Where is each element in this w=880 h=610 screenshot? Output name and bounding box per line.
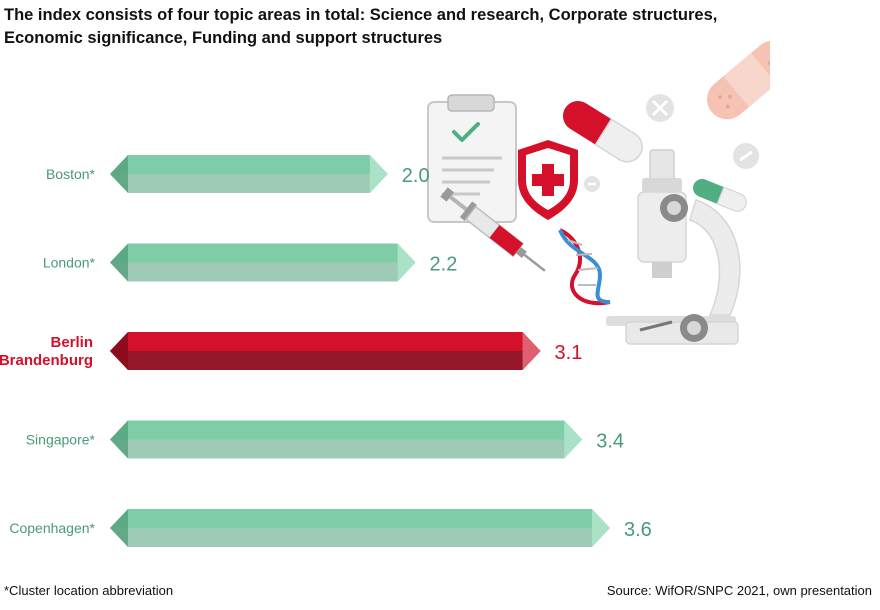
plus-circle-icon [646, 94, 674, 122]
bar-shade [110, 174, 388, 193]
bar-tip-facet [369, 155, 388, 193]
chart-title-line-1: The index consists of four topic areas i… [4, 6, 718, 24]
capsule-icon [563, 101, 643, 163]
dna-icon [558, 228, 611, 306]
bar-group: Copenhagen* 3.6 [9, 509, 652, 547]
bar-shade [110, 262, 416, 282]
bar [110, 509, 610, 528]
bar [110, 155, 388, 174]
bar-group: Berlin Brandenburg 3.1 [0, 332, 582, 370]
bar [110, 332, 541, 351]
bar [110, 420, 583, 440]
bar [110, 243, 416, 263]
bar-group: London* 2.2 [43, 243, 458, 282]
category-label: Singapore* [26, 432, 96, 448]
bar-left-facet [110, 243, 128, 282]
bar-left-facet [110, 155, 128, 193]
bar-shade [110, 351, 541, 370]
bars-layer: Boston* 2.0 London* 2.2 Berlin Brandenburg 3.1… [0, 155, 652, 547]
microscope-icon [606, 149, 741, 345]
bar-tip-facet [564, 420, 583, 459]
chart-title: The index consists of four topic areas i… [4, 4, 824, 50]
shield-cross-icon [518, 140, 578, 220]
category-label: Berlin Brandenburg [0, 334, 93, 369]
medical-illustration [427, 40, 770, 345]
bar-tip-facet [522, 332, 541, 370]
source-note: Source: WifOR/SNPC 2021, own presentatio… [606, 583, 872, 598]
bar-group: Boston* 2.0 [46, 155, 430, 193]
bar-left-facet [110, 420, 128, 459]
chart-title-line-2: Economic significance, Funding and suppo… [4, 29, 443, 47]
bar-left-facet [110, 332, 128, 370]
bar-shade [110, 439, 583, 459]
bar-tip-facet [397, 243, 416, 282]
category-label: London* [43, 255, 96, 271]
capsule-icon [693, 179, 747, 212]
category-label: Boston* [46, 166, 96, 182]
category-label: Copenhagen* [9, 520, 95, 536]
footnote: *Cluster location abbreviation [4, 583, 174, 598]
bar-shade [110, 528, 610, 547]
bar-tip-facet [592, 509, 610, 547]
value-label: 3.4 [596, 431, 624, 453]
value-label: 2.0 [402, 165, 430, 187]
bar-left-facet [110, 509, 128, 547]
value-label: 2.2 [430, 254, 458, 276]
syringe-icon [440, 187, 546, 272]
bandage-icon [707, 40, 770, 120]
value-label: 3.1 [555, 342, 583, 364]
minus-circle-icon [584, 143, 759, 192]
value-label: 3.6 [624, 519, 652, 541]
bar-group: Singapore* 3.4 [26, 420, 624, 459]
